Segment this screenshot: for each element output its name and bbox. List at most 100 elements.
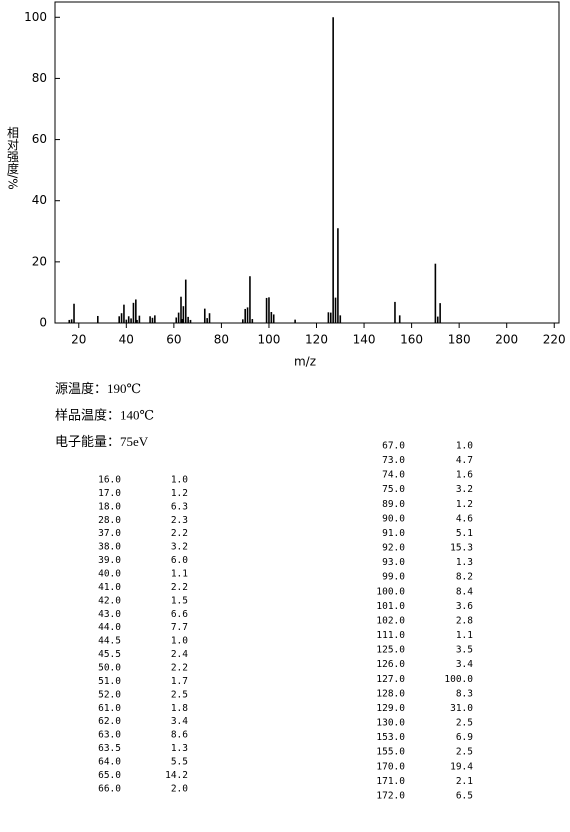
intensity-cell: 8.2 xyxy=(456,572,473,583)
mass-cell: 65.0 xyxy=(98,770,121,781)
mass-cell: 155.0 xyxy=(376,747,405,758)
mass-cell: 111.0 xyxy=(376,630,405,641)
mass-cell: 172.0 xyxy=(376,790,405,801)
mass-cell: 51.0 xyxy=(98,676,121,687)
mass-cell: 130.0 xyxy=(376,718,405,729)
mass-cell: 126.0 xyxy=(376,659,405,670)
x-tick-label: 60 xyxy=(166,333,181,347)
intensity-cell: 2.5 xyxy=(456,718,473,729)
intensity-cell: 15.3 xyxy=(450,543,473,554)
mass-cell: 99.0 xyxy=(382,572,405,583)
x-tick-label: 120 xyxy=(305,333,328,347)
mass-cell: 128.0 xyxy=(376,688,405,699)
mass-cell: 63.0 xyxy=(98,730,121,741)
mass-cell: 129.0 xyxy=(376,703,405,714)
intensity-cell: 100.0 xyxy=(444,674,473,685)
intensity-cell: 6.0 xyxy=(171,555,188,566)
mass-cell: 170.0 xyxy=(376,761,405,772)
intensity-cell: 3.2 xyxy=(456,484,473,495)
intensity-cell: 8.4 xyxy=(456,586,473,597)
x-tick-label: 140 xyxy=(353,333,376,347)
intensity-cell: 1.7 xyxy=(171,676,188,687)
intensity-cell: 7.7 xyxy=(171,622,188,633)
mass-cell: 153.0 xyxy=(376,732,405,743)
mass-cell: 125.0 xyxy=(376,645,405,656)
mass-cell: 42.0 xyxy=(98,595,121,606)
intensity-cell: 1.5 xyxy=(171,595,188,606)
intensity-cell: 2.0 xyxy=(171,783,188,794)
mass-cell: 171.0 xyxy=(376,776,405,787)
mass-cell: 100.0 xyxy=(376,586,405,597)
y-tick-label: 20 xyxy=(32,254,47,268)
mass-cell: 73.0 xyxy=(382,455,405,466)
intensity-cell: 3.4 xyxy=(456,659,473,670)
mass-cell: 90.0 xyxy=(382,513,405,524)
intensity-cell: 2.2 xyxy=(171,663,188,674)
mass-cell: 93.0 xyxy=(382,557,405,568)
condition: 电子能量：75eV xyxy=(55,434,149,449)
y-tick-label: 0 xyxy=(39,316,47,330)
mass-cell: 101.0 xyxy=(376,601,405,612)
intensity-cell: 1.8 xyxy=(171,703,188,714)
intensity-cell: 2.1 xyxy=(456,776,473,787)
mass-cell: 38.0 xyxy=(98,542,121,553)
x-tick-label: 220 xyxy=(543,333,566,347)
intensity-cell: 6.5 xyxy=(456,790,473,801)
intensity-cell: 19.4 xyxy=(450,761,473,772)
intensity-cell: 8.6 xyxy=(171,730,188,741)
mass-cell: 92.0 xyxy=(382,543,405,554)
intensity-cell: 1.0 xyxy=(171,475,188,486)
y-tick-label: 60 xyxy=(32,132,47,146)
mass-cell: 66.0 xyxy=(98,783,121,794)
mass-cell: 39.0 xyxy=(98,555,121,566)
intensity-cell: 2.5 xyxy=(171,689,188,700)
mass-cell: 17.0 xyxy=(98,488,121,499)
intensity-cell: 6.3 xyxy=(171,501,188,512)
mass-cell: 18.0 xyxy=(98,501,121,512)
intensity-cell: 2.3 xyxy=(171,515,188,526)
plot-frame xyxy=(54,1,560,324)
mass-cell: 91.0 xyxy=(382,528,405,539)
x-axis-label: m/z xyxy=(294,355,316,369)
mass-cell: 89.0 xyxy=(382,499,405,510)
mass-cell: 50.0 xyxy=(98,663,121,674)
mass-cell: 16.0 xyxy=(98,475,121,486)
intensity-cell: 3.6 xyxy=(456,601,473,612)
mass-cell: 28.0 xyxy=(98,515,121,526)
intensity-cell: 1.1 xyxy=(171,569,188,580)
mass-cell: 37.0 xyxy=(98,528,121,539)
mass-cell: 52.0 xyxy=(98,689,121,700)
mass-cell: 44.0 xyxy=(98,622,121,633)
intensity-cell: 4.7 xyxy=(456,455,473,466)
intensity-cell: 2.5 xyxy=(456,747,473,758)
intensity-cell: 1.3 xyxy=(171,743,188,754)
x-tick-label: 100 xyxy=(258,333,281,347)
condition: 源温度：190℃ xyxy=(55,381,141,396)
mass-cell: 61.0 xyxy=(98,703,121,714)
mass-cell: 62.0 xyxy=(98,716,121,727)
intensity-cell: 5.1 xyxy=(456,528,473,539)
mass-cell: 67.0 xyxy=(382,441,405,452)
intensity-cell: 1.2 xyxy=(171,488,188,499)
intensity-cell: 31.0 xyxy=(450,703,473,714)
intensity-cell: 1.0 xyxy=(456,441,473,452)
mass-cell: 43.0 xyxy=(98,609,121,620)
y-axis-label: 相对强度/% xyxy=(6,126,20,190)
x-tick-label: 40 xyxy=(119,333,134,347)
x-tick-label: 180 xyxy=(448,333,471,347)
mass-cell: 64.0 xyxy=(98,757,121,768)
intensity-cell: 4.6 xyxy=(456,513,473,524)
mass-cell: 102.0 xyxy=(376,615,405,626)
mass-cell: 74.0 xyxy=(382,470,405,481)
intensity-cell: 14.2 xyxy=(165,770,188,781)
condition: 样品温度：140℃ xyxy=(55,407,154,422)
mass-cell: 127.0 xyxy=(376,674,405,685)
intensity-cell: 2.4 xyxy=(171,649,188,660)
intensity-cell: 2.2 xyxy=(171,528,188,539)
intensity-cell: 1.3 xyxy=(456,557,473,568)
intensity-cell: 8.3 xyxy=(456,688,473,699)
intensity-cell: 6.6 xyxy=(171,609,188,620)
y-tick-label: 40 xyxy=(32,193,47,207)
x-tick-label: 20 xyxy=(71,333,86,347)
